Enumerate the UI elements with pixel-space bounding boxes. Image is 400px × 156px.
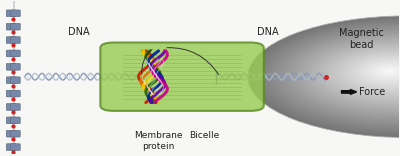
FancyBboxPatch shape: [11, 90, 20, 97]
Circle shape: [336, 50, 400, 96]
Circle shape: [328, 47, 400, 99]
Circle shape: [339, 51, 400, 94]
Circle shape: [353, 57, 400, 87]
Circle shape: [325, 46, 400, 101]
Circle shape: [251, 17, 400, 136]
FancyBboxPatch shape: [11, 117, 20, 124]
Circle shape: [276, 27, 400, 124]
Circle shape: [304, 38, 400, 111]
FancyBboxPatch shape: [11, 37, 20, 43]
FancyBboxPatch shape: [6, 130, 16, 137]
Circle shape: [269, 24, 400, 127]
Circle shape: [385, 69, 393, 72]
FancyBboxPatch shape: [11, 50, 20, 57]
FancyBboxPatch shape: [11, 144, 20, 150]
Circle shape: [308, 39, 400, 109]
Circle shape: [381, 68, 397, 74]
Text: Magnetic
bead: Magnetic bead: [339, 28, 384, 49]
Circle shape: [272, 25, 400, 126]
Circle shape: [283, 30, 400, 121]
FancyBboxPatch shape: [6, 37, 16, 43]
Circle shape: [367, 62, 400, 81]
Circle shape: [350, 56, 400, 89]
Circle shape: [311, 41, 400, 107]
Text: Force: Force: [359, 87, 385, 97]
Circle shape: [286, 31, 400, 119]
FancyBboxPatch shape: [6, 144, 16, 150]
Text: Membrane
protein: Membrane protein: [134, 132, 182, 151]
Circle shape: [371, 64, 400, 79]
FancyBboxPatch shape: [6, 90, 16, 97]
Circle shape: [378, 66, 400, 76]
Circle shape: [342, 53, 400, 92]
Circle shape: [322, 45, 400, 102]
Circle shape: [346, 54, 400, 91]
Circle shape: [314, 42, 400, 106]
FancyBboxPatch shape: [6, 104, 16, 110]
Circle shape: [290, 32, 400, 117]
Circle shape: [318, 43, 400, 104]
Text: DNA: DNA: [68, 27, 89, 37]
FancyBboxPatch shape: [6, 117, 16, 124]
Circle shape: [255, 19, 400, 134]
Circle shape: [294, 34, 400, 116]
Circle shape: [374, 65, 400, 77]
Circle shape: [356, 58, 400, 86]
Circle shape: [300, 36, 400, 112]
FancyBboxPatch shape: [11, 130, 20, 137]
Circle shape: [258, 20, 400, 132]
FancyBboxPatch shape: [6, 50, 16, 57]
FancyBboxPatch shape: [6, 10, 16, 17]
Text: Bicelle: Bicelle: [189, 132, 219, 140]
FancyBboxPatch shape: [100, 42, 264, 111]
Circle shape: [332, 49, 400, 97]
Circle shape: [360, 60, 400, 84]
FancyBboxPatch shape: [6, 23, 16, 30]
FancyBboxPatch shape: [11, 104, 20, 110]
FancyArrow shape: [342, 90, 357, 94]
Circle shape: [297, 35, 400, 114]
FancyBboxPatch shape: [11, 23, 20, 30]
Circle shape: [364, 61, 400, 82]
FancyBboxPatch shape: [6, 77, 16, 84]
FancyBboxPatch shape: [6, 63, 16, 70]
Circle shape: [280, 28, 400, 122]
Circle shape: [265, 23, 400, 129]
FancyBboxPatch shape: [11, 77, 20, 84]
FancyBboxPatch shape: [11, 63, 20, 70]
Circle shape: [248, 16, 400, 138]
FancyBboxPatch shape: [11, 10, 20, 17]
Text: DNA: DNA: [257, 27, 278, 37]
Circle shape: [262, 21, 400, 131]
